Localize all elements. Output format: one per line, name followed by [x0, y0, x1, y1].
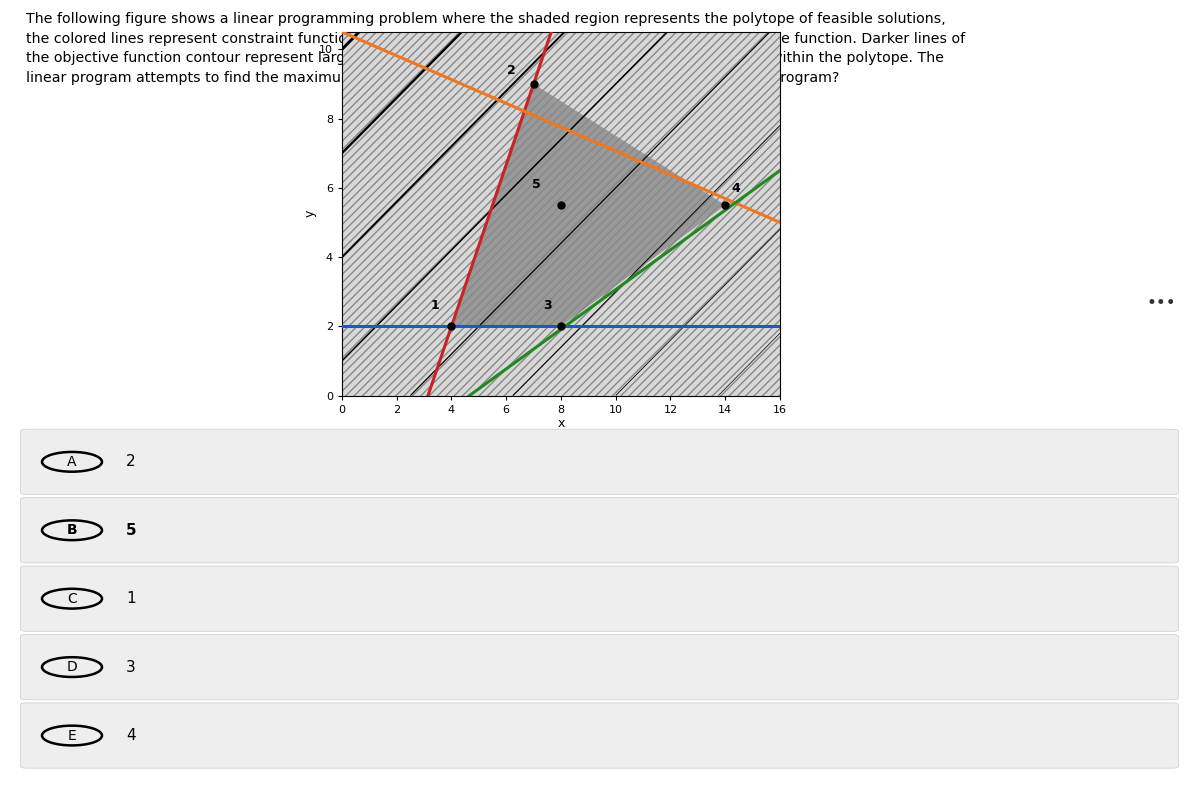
X-axis label: x: x [557, 417, 565, 431]
Text: C: C [67, 592, 77, 606]
Polygon shape [342, 32, 780, 396]
Text: 1: 1 [126, 591, 136, 606]
Text: •••: ••• [1146, 293, 1176, 312]
Text: 2: 2 [126, 455, 136, 469]
Text: B: B [67, 523, 77, 537]
Text: 4: 4 [126, 728, 136, 743]
Text: E: E [67, 729, 77, 742]
Text: 3: 3 [126, 660, 136, 674]
Text: 1: 1 [431, 300, 439, 312]
Text: 5: 5 [126, 523, 137, 538]
FancyBboxPatch shape [20, 498, 1178, 562]
Text: 4: 4 [732, 181, 740, 195]
Polygon shape [451, 84, 725, 326]
FancyBboxPatch shape [20, 703, 1178, 768]
Y-axis label: y: y [304, 210, 316, 217]
FancyBboxPatch shape [20, 429, 1178, 495]
FancyBboxPatch shape [20, 634, 1178, 700]
Text: D: D [67, 660, 77, 674]
Text: 3: 3 [542, 300, 552, 312]
Text: The following figure shows a linear programming problem where the shaded region : The following figure shows a linear prog… [26, 12, 966, 85]
Text: 5: 5 [532, 178, 541, 191]
Text: 2: 2 [508, 64, 516, 77]
FancyBboxPatch shape [20, 566, 1178, 631]
Text: A: A [67, 455, 77, 469]
